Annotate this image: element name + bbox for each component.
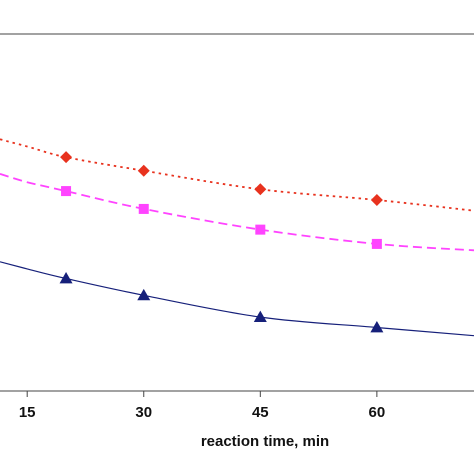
x-tick-label: 30 bbox=[135, 404, 152, 421]
data-point-triangle bbox=[253, 310, 267, 322]
data-point-diamond bbox=[60, 151, 73, 164]
x-axis-ticks: 15 30 45 60 bbox=[19, 391, 385, 421]
x-axis-title: reaction time, min bbox=[201, 433, 329, 450]
x-tick-label: 45 bbox=[252, 404, 269, 421]
data-point-diamond bbox=[254, 183, 267, 196]
series-square bbox=[0, 173, 474, 252]
data-point-diamond bbox=[370, 194, 383, 207]
series-line-triangle bbox=[0, 261, 474, 337]
data-point-square bbox=[61, 186, 72, 197]
data-point-diamond bbox=[137, 164, 150, 177]
series-layer bbox=[0, 138, 474, 337]
data-point-square bbox=[255, 224, 266, 235]
data-point-triangle bbox=[137, 288, 151, 301]
series-diamond bbox=[0, 138, 474, 212]
data-point-square bbox=[371, 238, 382, 249]
data-point-triangle bbox=[370, 320, 384, 333]
data-point-triangle bbox=[59, 272, 73, 284]
data-point-square bbox=[138, 203, 149, 214]
plot-frame bbox=[0, 33, 474, 392]
series-line-diamond bbox=[0, 138, 474, 212]
x-tick-label: 15 bbox=[19, 404, 36, 421]
x-tick-label: 60 bbox=[369, 404, 386, 421]
series-triangle bbox=[0, 261, 474, 337]
